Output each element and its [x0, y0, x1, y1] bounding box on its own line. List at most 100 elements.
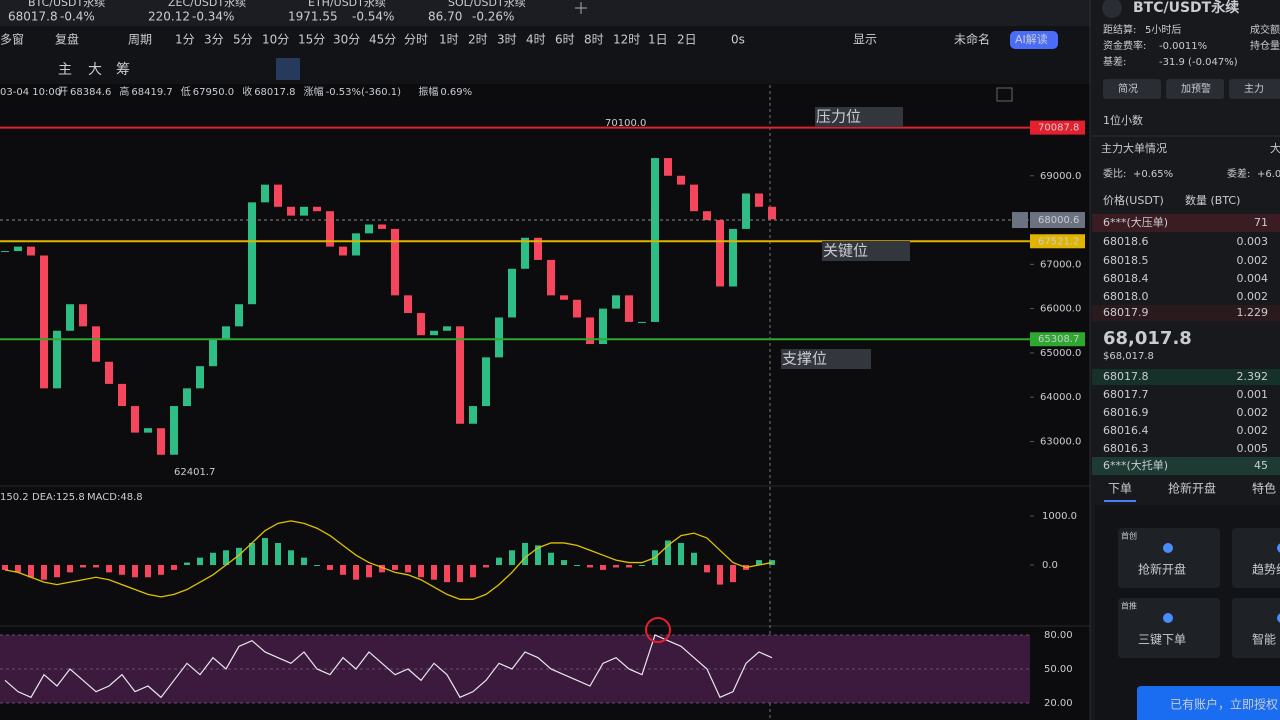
order-tab[interactable]: 特色: [1252, 481, 1276, 496]
ask-price: 68018.6: [1103, 235, 1149, 248]
order-tab[interactable]: 抢新开盘: [1168, 481, 1216, 496]
period[interactable]: 1日: [648, 33, 668, 47]
stat-label: 持仓量: [1250, 39, 1280, 52]
info-label: 开: [58, 87, 68, 98]
toolbar-item: 复盘: [55, 32, 79, 47]
macd-bar: [2, 565, 8, 570]
add-line[interactable]: [1012, 212, 1028, 229]
candle: [742, 193, 750, 229]
macd-bar: [756, 560, 762, 565]
big-orders[interactable]: 主力大单情况: [1101, 141, 1167, 155]
panel-button[interactable]: [1103, 79, 1161, 99]
info-label: 低: [181, 85, 191, 98]
macd-bar: [275, 542, 281, 565]
panel-title: BTC/USDT永续: [1133, 0, 1239, 16]
bid-price: 68016.3: [1103, 442, 1149, 455]
stat-value: -0.0011%: [1159, 41, 1207, 52]
expand-icon[interactable]: [996, 87, 1013, 102]
y-tick-label: 63000.0: [1040, 436, 1081, 447]
tab-bar: [0, 0, 1090, 26]
ai-button[interactable]: [1010, 31, 1058, 49]
bid-price: 68017.7: [1103, 388, 1149, 401]
period[interactable]: 1时: [439, 33, 459, 47]
macd-bar: [574, 565, 580, 566]
feature-card[interactable]: [1232, 528, 1280, 588]
y-tick-label: 0.0: [1042, 560, 1058, 571]
period[interactable]: 2日: [677, 33, 697, 47]
ask-amount: 0.002: [1237, 254, 1269, 267]
candle: [391, 228, 399, 296]
period[interactable]: 30分: [333, 33, 360, 47]
period[interactable]: 2时: [468, 33, 488, 47]
info-value: 0.69%: [440, 87, 472, 98]
period[interactable]: 12时: [613, 33, 640, 47]
macd-bar: [184, 562, 190, 565]
tab-name: ZEC/USDT永续: [168, 0, 246, 9]
period[interactable]: 6时: [555, 33, 575, 47]
candle: [482, 357, 490, 407]
annotation: 62401.7: [174, 467, 215, 478]
authorize-button[interactable]: [1137, 686, 1280, 720]
period[interactable]: 8时: [584, 33, 604, 47]
period[interactable]: 45分: [369, 33, 396, 47]
panel-button-label: 加预警: [1181, 82, 1211, 95]
last-price: 68,017.8: [1103, 328, 1192, 349]
y-tick-label: 64000.0: [1040, 392, 1081, 403]
level-box: [1030, 332, 1085, 347]
info-label: 振幅: [418, 85, 438, 98]
panel-button[interactable]: [1229, 79, 1280, 99]
period[interactable]: 15分: [298, 33, 325, 47]
last-usd: $68,017.8: [1103, 351, 1154, 362]
level-name-box: [781, 349, 871, 369]
candle: [456, 326, 464, 424]
period[interactable]: 4时: [526, 33, 546, 47]
feature-card[interactable]: [1118, 598, 1220, 658]
macd-bar: [431, 565, 437, 580]
candle: [235, 304, 243, 327]
macd-bar: [158, 565, 164, 575]
level-label: 70087.8: [1038, 123, 1079, 134]
candle: [534, 237, 542, 260]
macd-bar: [288, 550, 294, 565]
macd-bar: [535, 545, 541, 565]
feature-card[interactable]: [1118, 528, 1220, 588]
bid-amount: 0.002: [1237, 424, 1269, 437]
candle: [599, 308, 607, 345]
diff-label: 委差:: [1227, 167, 1250, 180]
macd-legend: 150.2: [0, 492, 29, 503]
macd-bar: [626, 565, 632, 568]
period[interactable]: 1分: [175, 33, 195, 47]
period[interactable]: 3分: [204, 33, 224, 47]
ask-price: 6***(大压单): [1103, 215, 1168, 229]
macd-bar: [379, 565, 385, 573]
card-label: 智能: [1252, 632, 1276, 647]
period[interactable]: 3时: [497, 33, 517, 47]
candle: [716, 220, 724, 287]
y-tick-label: 20.00: [1044, 698, 1073, 709]
period[interactable]: 5分: [233, 33, 253, 47]
macd-bar: [678, 542, 684, 565]
panel-button[interactable]: [1166, 79, 1224, 99]
stat-label: 资金费率:: [1103, 39, 1146, 52]
period[interactable]: 分时: [404, 33, 428, 47]
candle: [768, 206, 776, 220]
candle: [170, 406, 178, 455]
macd-bar: [171, 565, 177, 570]
card-icon: [1277, 613, 1280, 623]
period[interactable]: 10分: [262, 33, 289, 47]
toolbar-item: 显示: [853, 33, 877, 47]
macd-bar: [483, 565, 489, 568]
macd-bar: [509, 550, 515, 565]
candle: [261, 184, 269, 203]
candle: [27, 246, 35, 256]
macd-bar: [600, 565, 606, 570]
macd-bar: [353, 565, 359, 580]
toolbar-item: 多窗: [0, 33, 24, 47]
feature-card[interactable]: [1232, 598, 1280, 658]
macd-bar: [106, 565, 112, 573]
order-tab[interactable]: 下单: [1108, 482, 1132, 496]
stat-label: 距结算:: [1103, 23, 1136, 36]
highlight: [645, 617, 671, 643]
level-name-box: [822, 241, 910, 261]
